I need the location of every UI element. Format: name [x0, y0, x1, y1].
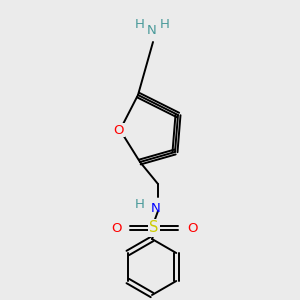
Text: N: N [147, 23, 157, 37]
Text: O: O [111, 221, 121, 235]
Text: O: O [114, 124, 124, 136]
Text: O: O [187, 221, 197, 235]
Text: H: H [160, 19, 170, 32]
Text: S: S [149, 220, 159, 236]
Text: H: H [135, 19, 145, 32]
Text: H: H [135, 197, 145, 211]
Text: N: N [151, 202, 161, 214]
